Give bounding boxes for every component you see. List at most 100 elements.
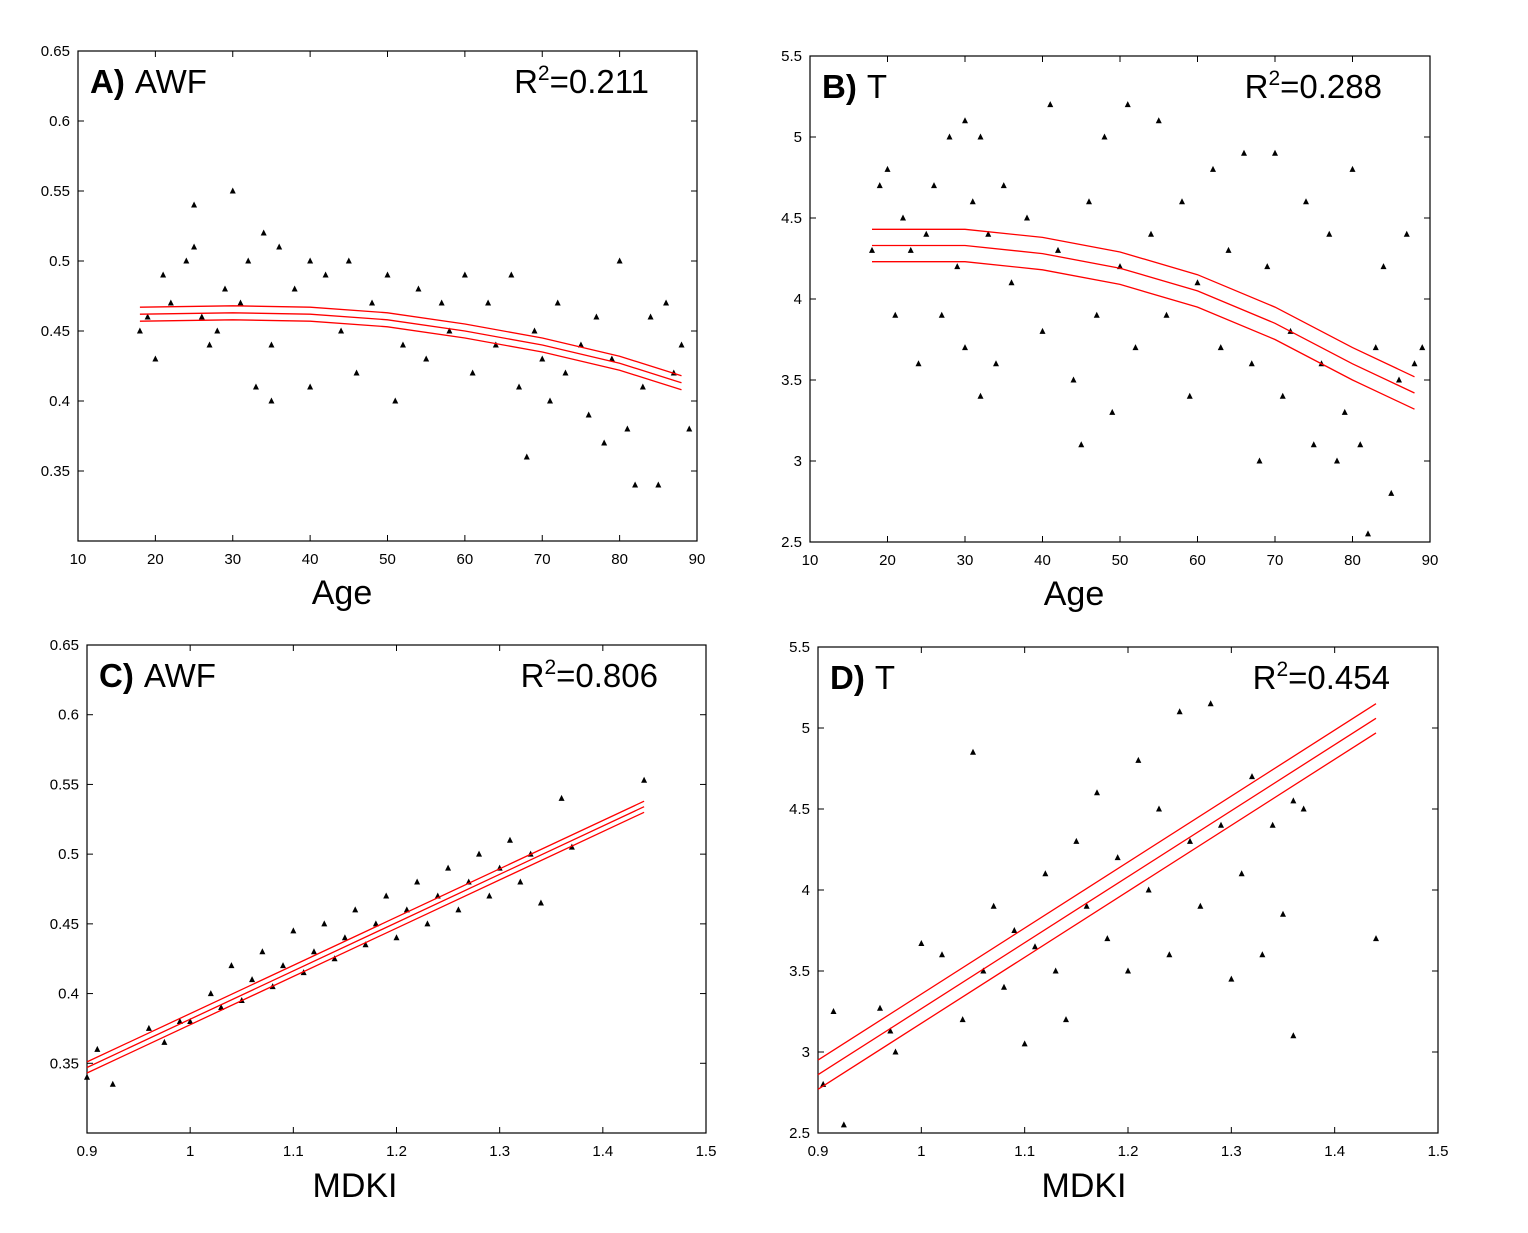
x-tick-label: 1.5 bbox=[696, 1143, 717, 1160]
data-point bbox=[160, 271, 167, 278]
x-tick-label: 30 bbox=[224, 551, 241, 568]
x-tick-label: 40 bbox=[302, 551, 319, 568]
r2-prefix: R bbox=[514, 63, 538, 100]
data-point bbox=[198, 313, 205, 320]
data-point bbox=[508, 271, 515, 278]
panel-b: 10 20 30 40 50 60 70 80 90 2.5 3 3.5 4 4.5 5 5.5 B) T R2=0… bbox=[781, 48, 1438, 613]
panel-d: 0.9 1 1.1 1.2 1.3 1.4 1.5 2.5 3 3.5 4 4.5 5 5.5 D) T R2=… bbox=[789, 639, 1448, 1205]
data-point bbox=[414, 878, 421, 885]
data-point bbox=[1280, 910, 1286, 917]
data-point bbox=[663, 299, 670, 306]
data-point bbox=[353, 369, 360, 376]
data-point bbox=[1403, 230, 1410, 237]
data-point bbox=[939, 951, 945, 958]
data-point bbox=[1104, 935, 1111, 942]
data-point bbox=[321, 920, 328, 927]
confidence-band bbox=[817, 732, 1377, 1090]
data-point bbox=[686, 425, 693, 432]
r-squared-label: R2=0.211 bbox=[514, 62, 649, 100]
data-point bbox=[869, 246, 875, 253]
x-tick-label: 70 bbox=[1267, 552, 1284, 569]
data-point bbox=[1000, 182, 1007, 189]
data-point bbox=[245, 257, 252, 264]
data-point bbox=[228, 962, 235, 969]
data-point bbox=[206, 341, 213, 348]
data-point bbox=[310, 948, 317, 955]
data-point bbox=[469, 369, 476, 376]
data-point bbox=[144, 313, 151, 320]
data-point bbox=[1039, 327, 1046, 334]
x-tick-label: 1.1 bbox=[283, 1143, 304, 1160]
data-point bbox=[608, 355, 615, 362]
data-point bbox=[1341, 408, 1348, 415]
x-tick-label: 90 bbox=[1422, 552, 1439, 569]
x-axis-label: Age bbox=[312, 574, 373, 612]
data-point bbox=[1264, 263, 1271, 270]
data-point bbox=[1217, 344, 1224, 351]
data-point bbox=[372, 920, 379, 927]
panel-variable: AWF bbox=[135, 63, 207, 100]
y-tick-label: 4 bbox=[802, 882, 810, 899]
data-point bbox=[1218, 821, 1224, 828]
data-point bbox=[624, 425, 631, 432]
data-point bbox=[954, 263, 961, 270]
data-point bbox=[369, 299, 376, 306]
data-point bbox=[918, 939, 925, 946]
data-point bbox=[1225, 246, 1232, 253]
data-point bbox=[1008, 279, 1015, 286]
data-point bbox=[1166, 951, 1173, 958]
confidence-band bbox=[86, 800, 645, 1063]
data-point bbox=[1249, 773, 1255, 780]
data-point bbox=[176, 1017, 183, 1024]
data-point bbox=[877, 1004, 883, 1011]
fit-line bbox=[139, 312, 682, 384]
data-point bbox=[218, 1004, 225, 1011]
data-point bbox=[1148, 230, 1154, 237]
plot-frame bbox=[817, 646, 1439, 1134]
data-point bbox=[94, 1045, 101, 1052]
data-point bbox=[1272, 149, 1278, 156]
data-point bbox=[946, 133, 953, 140]
data-point bbox=[1094, 789, 1100, 796]
data-point bbox=[191, 201, 198, 208]
data-point bbox=[1109, 408, 1116, 415]
panel-letter: C) bbox=[99, 657, 134, 694]
y-tick-label: 4.5 bbox=[781, 210, 802, 227]
data-point bbox=[109, 1080, 116, 1087]
confidence-band bbox=[817, 703, 1377, 1061]
data-point bbox=[977, 392, 984, 399]
data-point bbox=[392, 397, 399, 404]
data-point bbox=[1248, 360, 1255, 367]
x-tick-label: 80 bbox=[1344, 552, 1361, 569]
data-point bbox=[423, 355, 430, 362]
x-tick-label: 20 bbox=[879, 552, 896, 569]
data-point bbox=[1063, 1016, 1069, 1023]
fit-line bbox=[817, 717, 1377, 1076]
plot-frame bbox=[809, 55, 1431, 543]
data-point bbox=[280, 962, 287, 969]
data-point bbox=[1125, 967, 1131, 974]
data-point bbox=[214, 327, 221, 334]
data-point bbox=[161, 1038, 168, 1045]
data-point bbox=[1163, 311, 1170, 318]
data-point bbox=[537, 899, 544, 906]
data-point bbox=[1357, 441, 1364, 448]
data-point bbox=[655, 481, 662, 488]
panel-variable: T bbox=[867, 68, 887, 105]
x-tick-label: 1.3 bbox=[1221, 1143, 1242, 1160]
y-tick-label: 0.35 bbox=[50, 1055, 79, 1072]
x-axis-label: MDKI bbox=[1042, 1167, 1127, 1205]
y-tick-label: 0.35 bbox=[41, 463, 70, 480]
data-point bbox=[268, 397, 275, 404]
y-tick-label: 3 bbox=[794, 453, 802, 470]
data-point bbox=[1269, 821, 1276, 828]
data-point bbox=[959, 1016, 966, 1023]
data-point bbox=[1145, 886, 1152, 893]
panel-letter: B) bbox=[822, 68, 857, 105]
y-tick-label: 2.5 bbox=[789, 1125, 810, 1142]
y-tick-label: 0.4 bbox=[49, 393, 70, 410]
data-point bbox=[1021, 1040, 1028, 1047]
y-tick-label: 0.45 bbox=[41, 323, 70, 340]
data-point bbox=[1207, 700, 1214, 707]
data-point bbox=[1290, 1032, 1297, 1039]
